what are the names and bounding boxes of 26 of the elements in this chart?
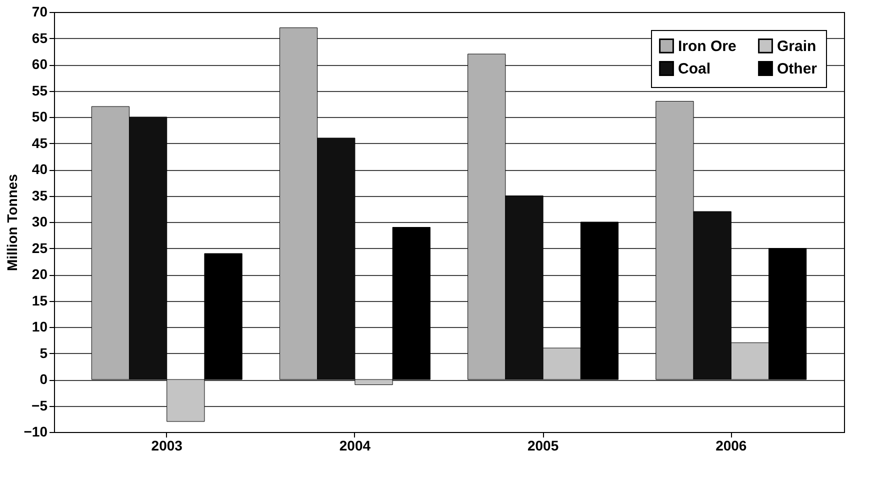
x-tick-label: 2004 bbox=[339, 438, 371, 454]
y-tick-label: 50 bbox=[32, 108, 48, 124]
legend-label: Other bbox=[777, 60, 818, 78]
y-tick-label: 15 bbox=[32, 292, 48, 308]
y-tick-label: 45 bbox=[32, 134, 48, 151]
y-tick-label: 65 bbox=[32, 30, 48, 46]
y-axis-title: Million Tonnes bbox=[4, 174, 20, 271]
y-tick-label: 0 bbox=[40, 371, 48, 387]
y-tick-label: −10 bbox=[24, 424, 48, 440]
y-tick-label: −5 bbox=[32, 397, 48, 414]
y-tick-label: 30 bbox=[32, 214, 48, 230]
y-tick-label: 5 bbox=[40, 344, 48, 361]
y-tick-label: 20 bbox=[32, 266, 48, 282]
legend-label: Iron Ore bbox=[678, 38, 736, 55]
y-tick-label: 25 bbox=[32, 240, 48, 256]
legend-label: Coal bbox=[678, 60, 711, 78]
y-tick-label: 55 bbox=[32, 82, 48, 98]
y-tick-label: 70 bbox=[32, 4, 48, 20]
y-tick-label: 60 bbox=[32, 56, 48, 72]
y-tick-label: 35 bbox=[32, 187, 48, 204]
x-tick-label: 2003 bbox=[151, 438, 183, 454]
legend-label: Grain bbox=[777, 38, 816, 55]
x-tick-label: 2006 bbox=[716, 438, 747, 454]
x-tick-label: 2005 bbox=[527, 438, 559, 454]
y-tick-label: 40 bbox=[32, 161, 48, 177]
y-tick-label: 10 bbox=[32, 318, 48, 334]
